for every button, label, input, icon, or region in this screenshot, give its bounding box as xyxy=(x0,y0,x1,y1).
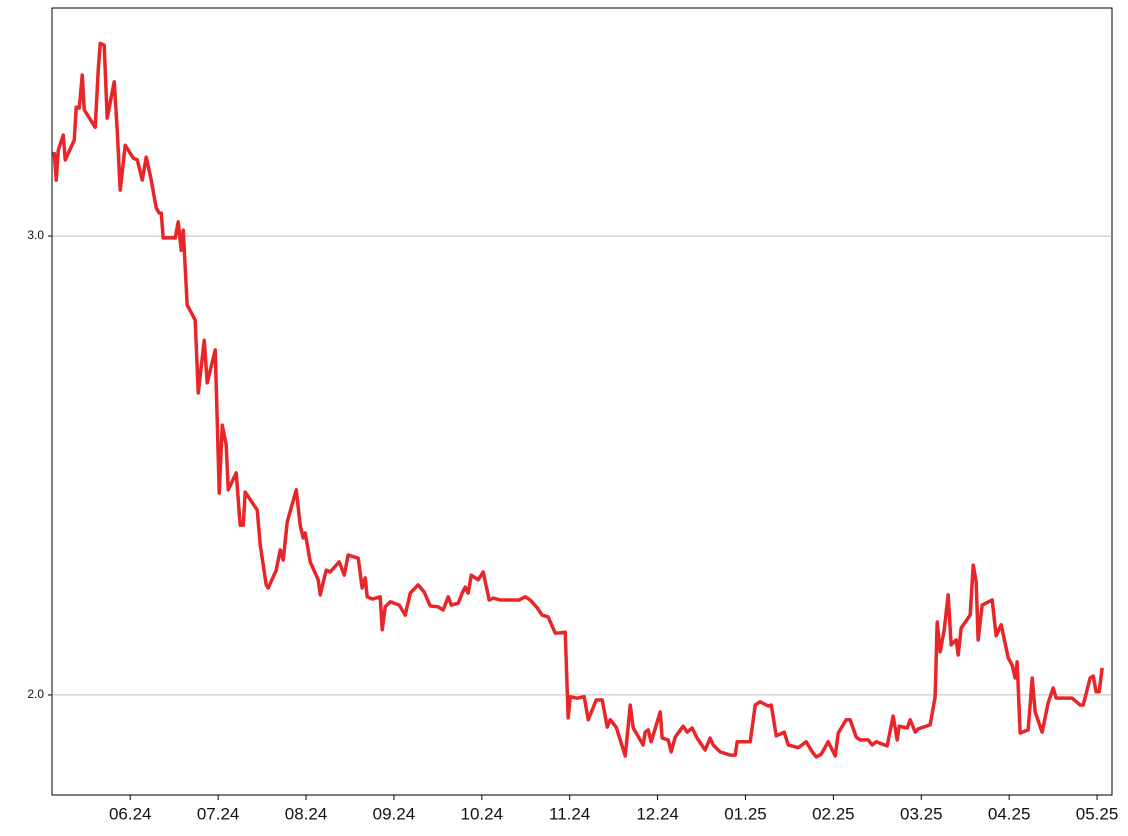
x-tick-label: 11.24 xyxy=(549,804,590,823)
x-tick-label: 05.25 xyxy=(1076,804,1119,823)
x-tick-label: 04.25 xyxy=(988,804,1031,823)
x-tick-label: 08.24 xyxy=(285,804,328,823)
x-tick-label: 12.24 xyxy=(636,804,679,823)
x-tick-label: 06.24 xyxy=(109,804,152,823)
x-tick-label: 01.25 xyxy=(724,804,767,823)
plot-frame xyxy=(51,7,1113,796)
price-line xyxy=(52,41,1104,759)
x-tick-label: 02.25 xyxy=(812,804,855,823)
x-tick-label: 10.24 xyxy=(461,804,504,823)
x-tick-label: 03.25 xyxy=(900,804,943,823)
y-tick-label: 2.0 xyxy=(27,687,44,701)
y-tick-label: 3.0 xyxy=(27,228,44,242)
x-tick-label: 09.24 xyxy=(373,804,416,823)
x-tick-label: 07.24 xyxy=(197,804,240,823)
